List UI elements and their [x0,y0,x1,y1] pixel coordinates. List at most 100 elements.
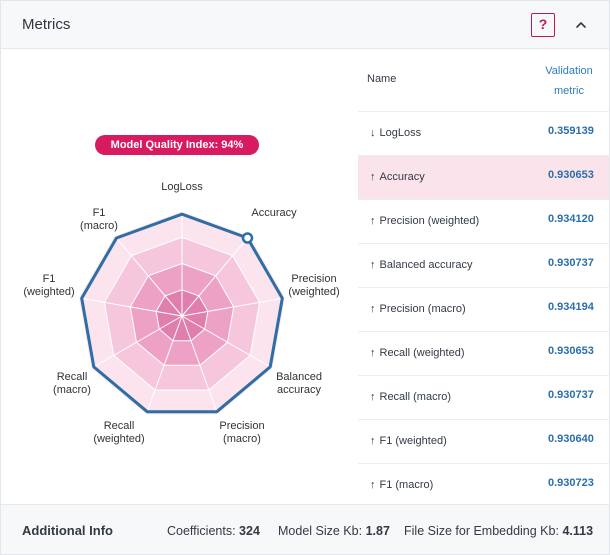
file-size-info: File Size for Embedding Kb: 4.113 [404,524,593,538]
metric-name-text: Precision (weighted) [379,215,480,227]
radar-axis-label: Balanced accuracy [259,371,339,397]
table-row[interactable]: ↓ LogLoss 0.359139 [358,111,609,155]
radar-spoke [181,297,286,317]
metric-name-text: Balanced accuracy [379,259,473,271]
arrow-up-icon: ↑ [370,303,376,315]
table-row[interactable]: ↑ Accuracy 0.930653 [358,155,609,199]
metric-name-text: F1 (weighted) [379,435,447,447]
metric-name-text: Precision (macro) [379,303,466,315]
chevron-up-icon [576,22,586,28]
radar-spoke [78,297,183,317]
radar-spoke [181,315,219,415]
metric-name: ↑ Recall (weighted) [370,347,464,359]
metric-name: ↑ F1 (weighted) [370,435,447,447]
arrow-up-icon: ↑ [370,347,376,359]
metric-name: ↑ Precision (weighted) [370,215,479,227]
radar-axis-label-line: F1 [42,273,56,285]
coefficients-info: Coefficients: 324 [167,524,260,538]
radar-axis-label-line: (weighted) [93,433,145,445]
arrow-up-icon: ↑ [370,391,376,403]
radar-highlight-point[interactable] [241,232,254,244]
arrow-up-icon: ↑ [370,479,376,491]
table-row[interactable]: ↑ F1 (macro) 0.930723 [358,463,609,507]
metric-name: ↓ LogLoss [370,127,421,139]
arrow-down-icon: ↓ [370,127,376,139]
metric-value: 0.930653 [548,345,594,357]
radar-axis-label-line: (weighted) [288,286,340,298]
metric-name: ↑ Precision (macro) [370,303,466,315]
column-header-validation-metric: Validation metric [545,65,593,97]
additional-info-footer: Additional Info Coefficients: 324 Model … [1,504,609,554]
metric-value: 0.359139 [548,125,594,137]
coefficients-label: Coefficients: [167,524,236,538]
radar-spoke [90,315,183,369]
metric-name-text: LogLoss [379,127,422,139]
table-row[interactable]: ↑ F1 (weighted) 0.930640 [358,419,609,463]
panel-header: Metrics ? [1,1,609,49]
metric-value: 0.930737 [548,389,594,401]
metric-name: ↑ F1 (macro) [370,479,433,491]
table-row[interactable]: ↑ Recall (macro) 0.930737 [358,375,609,419]
collapse-button[interactable] [571,15,591,35]
radar-axis-label-line: LogLoss [161,181,203,193]
metric-value: 0.934194 [548,301,594,313]
metric-value: 0.930737 [548,257,594,269]
arrow-up-icon: ↑ [370,171,376,183]
arrow-up-icon: ↑ [370,215,376,227]
radar-axis-label: LogLoss [142,181,222,194]
model-quality-badge: Model Quality Index: 94% [95,135,259,155]
radar-axis-label: F1 (macro) [59,207,139,233]
table-row[interactable]: ↑ Balanced accuracy 0.930737 [358,243,609,287]
metric-name: ↑ Recall (macro) [370,391,451,403]
metric-value: 0.930723 [548,477,594,489]
radar-spoke [145,315,183,415]
file-size-label: File Size for Embedding Kb: [404,524,559,538]
radar-axis-label-line: (macro) [53,384,91,396]
panel-title: Metrics [22,16,71,33]
metric-name-text: Recall (weighted) [379,347,465,359]
radar-axis-label-line: Precision [219,420,265,432]
metric-value: 0.930653 [548,169,594,181]
radar-axis-label: Precision (weighted) [274,273,354,299]
metric-name-text: F1 (macro) [379,479,434,491]
radar-spoke [114,235,183,317]
radar-chart-area: Model Quality Index: 94% LogLoss Accuracy… [1,49,358,504]
radar-axis-label-line: F1 [92,207,106,219]
help-button[interactable]: ? [531,13,555,37]
table-row[interactable]: ↑ Recall (weighted) 0.930653 [358,331,609,375]
model-size-info: Model Size Kb: 1.87 [278,524,390,538]
radar-axis-label-line: Recall [103,420,135,432]
metric-name: ↑ Accuracy [370,171,425,183]
table-row[interactable]: ↑ Precision (macro) 0.934194 [358,287,609,331]
metric-name: ↑ Balanced accuracy [370,259,472,271]
radar-axis-label-line: (macro) [80,220,118,232]
radar-axis-label: Accuracy [234,207,314,220]
metric-name-text: Accuracy [379,171,425,183]
footer-title: Additional Info [22,523,113,538]
metrics-table: Name Validation metric ↓ LogLoss 0.359139 ↑… [358,49,609,504]
radar-axis-label-line: (weighted) [23,286,75,298]
radar-axis-label-line: Balanced [276,371,322,383]
radar-series-line [80,212,284,414]
radar-axis-label-line: accuracy [276,384,322,396]
coefficients-value: 324 [239,524,260,538]
table-row[interactable]: ↑ Precision (weighted) 0.934120 [358,199,609,243]
radar-axis-label-line: Recall [56,371,88,383]
column-header-name: Name [367,73,397,85]
radar-axis-label: F1 (weighted) [9,273,89,299]
radar-spoke [181,235,250,317]
radar-axis-label: Recall (weighted) [79,420,159,446]
arrow-up-icon: ↑ [370,259,376,271]
file-size-value: 4.113 [562,524,594,538]
radar-chart [78,210,286,416]
metric-value: 0.930640 [548,433,594,445]
model-size-value: 1.87 [365,524,390,538]
radar-spoke [181,315,274,369]
radar-axis-label-line: (macro) [223,433,261,445]
metric-value: 0.934120 [548,213,594,225]
metric-name-text: Recall (macro) [379,391,452,403]
radar-axis-label: Precision (macro) [202,420,282,446]
model-size-label: Model Size Kb: [278,524,363,538]
radar-axis-label-line: Precision [291,273,337,285]
